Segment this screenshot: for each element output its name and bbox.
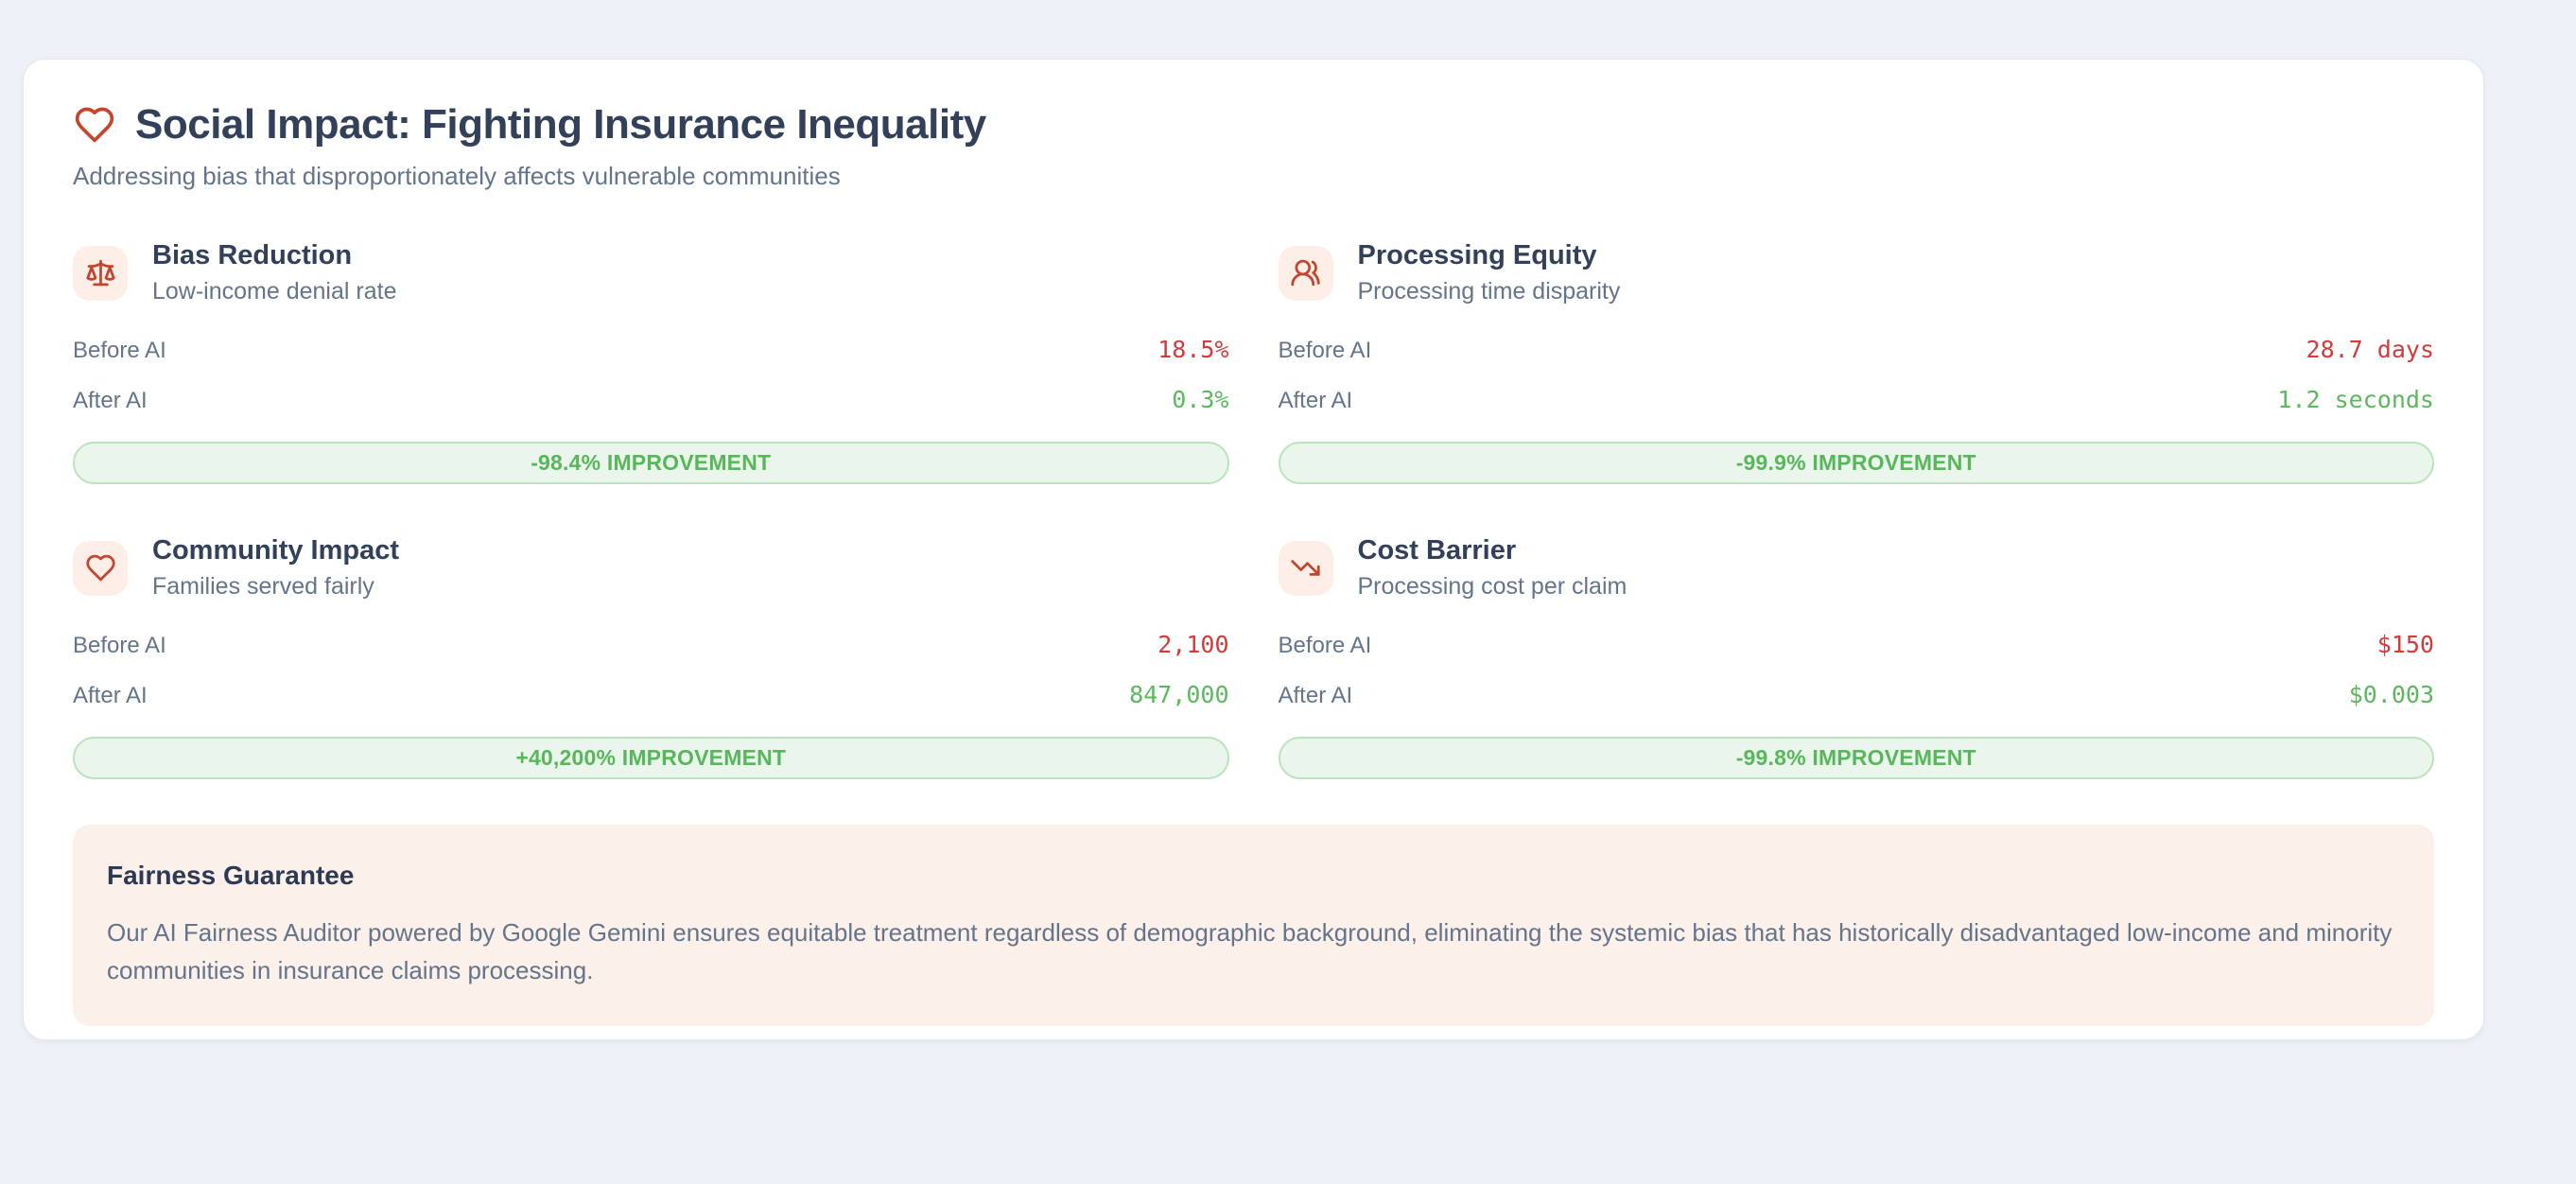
users-icon <box>1278 245 1333 301</box>
before-label: Before AI <box>73 338 166 363</box>
before-value: 18.5% <box>1157 336 1229 363</box>
page-subtitle: Addressing bias that disproportionately … <box>73 162 841 190</box>
metric-subtitle: Processing cost per claim <box>1357 573 1627 600</box>
after-row: After AI 0.3% <box>73 386 1229 414</box>
trending-down-icon <box>1278 540 1333 596</box>
metric-title: Processing Equity <box>1357 240 1597 270</box>
metric-titles: Processing Equity Processing time dispar… <box>1358 240 1621 305</box>
metric-values: Before AI 2,100 After AI 847,000 <box>73 631 1229 709</box>
after-value: 847,000 <box>1129 681 1229 708</box>
after-row: After AI 847,000 <box>73 681 1229 709</box>
metric-subtitle: Low-income denial rate <box>152 278 397 305</box>
after-row: After AI 1.2 seconds <box>1279 386 2435 414</box>
metric-titles: Cost Barrier Processing cost per claim <box>1358 535 1627 601</box>
metric-values: Before AI 18.5% After AI 0.3% <box>73 336 1229 414</box>
after-label: After AI <box>1278 388 1353 413</box>
metric-header: Community Impact Families served fairly <box>73 535 1229 601</box>
metric-values: Before AI 28.7 days After AI 1.2 seconds <box>1279 336 2435 414</box>
metric-header: Processing Equity Processing time dispar… <box>1278 240 2435 305</box>
metric-titles: Bias Reduction Low-income denial rate <box>152 240 396 305</box>
metric-values: Before AI $150 After AI $0.003 <box>1279 631 2435 709</box>
before-row: Before AI 28.7 days <box>1279 336 2435 364</box>
fairness-guarantee-box: Fairness Guarantee Our AI Fairness Audit… <box>73 825 2434 1026</box>
after-label: After AI <box>73 683 148 708</box>
metric-subtitle: Families served fairly <box>152 573 374 600</box>
improvement-badge: -99.8% IMPROVEMENT <box>1278 737 2434 779</box>
improvement-badge: +40,200% IMPROVEMENT <box>73 737 1229 779</box>
scale-icon <box>73 245 128 301</box>
before-label: Before AI <box>1278 338 1372 363</box>
metric-card-processing-equity: Processing Equity Processing time dispar… <box>1278 240 2435 484</box>
after-label: After AI <box>1278 683 1353 708</box>
metric-card-bias-reduction: Bias Reduction Low-income denial rate Be… <box>73 240 1229 484</box>
before-value: $150 <box>2376 631 2434 658</box>
panel-header: Social Impact: Fighting Insurance Inequa… <box>73 101 2434 148</box>
fairness-title: Fairness Guarantee <box>107 861 355 890</box>
before-value: 2,100 <box>1157 631 1229 658</box>
heart-icon <box>73 103 116 147</box>
page-title: Social Impact: Fighting Insurance Inequa… <box>135 101 986 148</box>
improvement-badge: -98.4% IMPROVEMENT <box>73 442 1229 484</box>
metric-header: Bias Reduction Low-income denial rate <box>73 240 1229 305</box>
after-value: $0.003 <box>2348 681 2434 708</box>
before-label: Before AI <box>1278 633 1372 658</box>
metric-card-cost-barrier: Cost Barrier Processing cost per claim B… <box>1278 535 2435 779</box>
before-row: Before AI $150 <box>1279 631 2435 659</box>
metrics-grid: Bias Reduction Low-income denial rate Be… <box>73 240 2434 779</box>
before-row: Before AI 18.5% <box>73 336 1229 364</box>
heart-icon <box>73 540 128 596</box>
after-row: After AI $0.003 <box>1279 681 2435 709</box>
fairness-body: Our AI Fairness Auditor powered by Googl… <box>107 918 2393 985</box>
before-label: Before AI <box>73 633 166 658</box>
social-impact-panel: Social Impact: Fighting Insurance Inequa… <box>23 59 2484 1040</box>
metric-titles: Community Impact Families served fairly <box>152 535 399 601</box>
before-row: Before AI 2,100 <box>73 631 1229 659</box>
metric-subtitle: Processing time disparity <box>1357 278 1621 305</box>
metric-title: Bias Reduction <box>152 240 353 270</box>
after-value: 0.3% <box>1172 386 1229 413</box>
metric-title: Cost Barrier <box>1357 535 1517 566</box>
metric-card-community-impact: Community Impact Families served fairly … <box>73 535 1229 779</box>
before-value: 28.7 days <box>2306 336 2434 363</box>
after-label: After AI <box>73 388 148 413</box>
metric-title: Community Impact <box>152 535 400 566</box>
after-value: 1.2 seconds <box>2277 386 2434 413</box>
metric-header: Cost Barrier Processing cost per claim <box>1278 535 2435 601</box>
improvement-badge: -99.9% IMPROVEMENT <box>1278 442 2434 484</box>
